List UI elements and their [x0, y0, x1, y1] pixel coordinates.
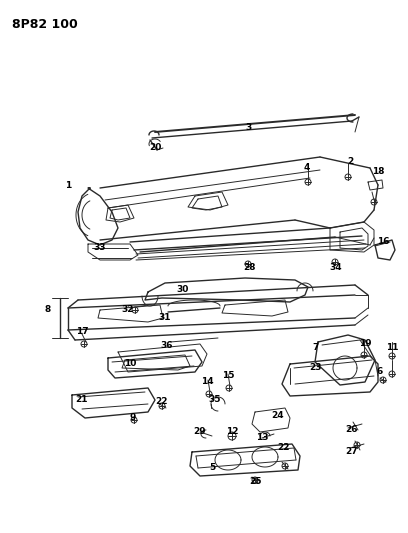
Text: 19: 19	[359, 340, 371, 349]
Text: 6: 6	[377, 367, 383, 376]
Text: 18: 18	[372, 167, 384, 176]
Text: 20: 20	[149, 143, 161, 152]
Text: 15: 15	[222, 372, 234, 381]
Text: 11: 11	[386, 343, 398, 352]
Text: 8: 8	[45, 305, 51, 314]
Text: 25: 25	[250, 478, 262, 487]
Text: 17: 17	[76, 327, 88, 336]
Text: 35: 35	[209, 395, 221, 405]
Text: 29: 29	[194, 427, 206, 437]
Text: 9: 9	[130, 414, 136, 423]
Text: 30: 30	[177, 286, 189, 295]
Text: 12: 12	[226, 427, 238, 437]
Text: 16: 16	[377, 238, 389, 246]
Text: 5: 5	[209, 464, 215, 472]
Text: 22: 22	[277, 443, 289, 453]
Text: 1: 1	[65, 181, 71, 190]
Text: 26: 26	[346, 425, 358, 434]
Text: 3: 3	[245, 124, 251, 133]
Text: 7: 7	[313, 343, 319, 352]
Text: 13: 13	[256, 433, 268, 442]
Text: 14: 14	[201, 377, 213, 386]
Text: 34: 34	[330, 263, 342, 272]
Text: 32: 32	[122, 305, 134, 314]
Text: 22: 22	[156, 398, 168, 407]
Text: 2: 2	[347, 157, 353, 166]
Text: 27: 27	[346, 448, 358, 456]
Text: 28: 28	[244, 263, 256, 272]
Text: 21: 21	[76, 395, 88, 405]
Text: 31: 31	[159, 313, 171, 322]
Text: 10: 10	[124, 359, 136, 367]
Text: 24: 24	[272, 410, 284, 419]
Text: 33: 33	[94, 244, 106, 253]
Text: 4: 4	[304, 164, 310, 173]
Text: 23: 23	[310, 364, 322, 373]
Text: 8P82 100: 8P82 100	[12, 18, 78, 31]
Text: 36: 36	[161, 341, 173, 350]
